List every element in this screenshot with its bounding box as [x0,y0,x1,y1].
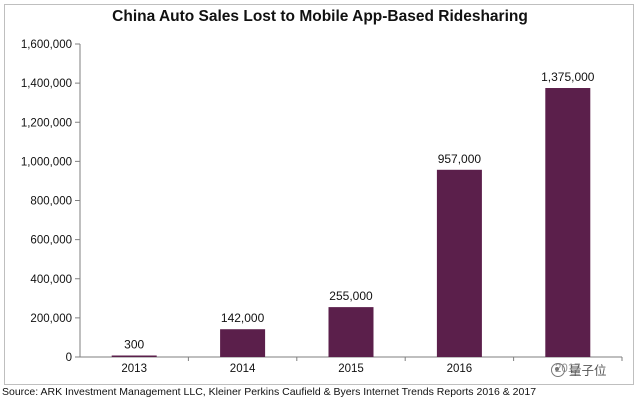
y-tick-label: 1,000,000 [21,156,72,168]
y-tick-label: 1,400,000 [21,78,72,90]
data-label: 142,000 [221,311,265,325]
data-label: 300 [124,338,144,352]
bar [328,307,374,357]
bar [545,88,591,357]
y-tick-label: 600,000 [30,235,72,247]
bar [220,329,266,357]
y-tick-label: 800,000 [30,196,72,208]
bar [111,355,157,357]
watermark-text: 量子位 [569,363,607,378]
data-label: 255,000 [329,289,373,303]
x-tick-label: 2015 [338,363,364,375]
bar [436,169,482,357]
y-tick-label: 1,600,000 [21,39,72,51]
x-tick-label: 2013 [121,363,147,375]
data-label: 1,375,000 [541,70,595,84]
y-tick-label: 1,200,000 [21,117,72,129]
y-tick-label: 0 [66,352,72,364]
x-tick-label: 2014 [230,363,256,375]
wechat-logo-icon [551,362,565,377]
chart-frame [4,4,634,385]
chart-title: China Auto Sales Lost to Mobile App-Base… [112,8,528,25]
data-label: 957,000 [438,152,482,166]
y-tick-label: 200,000 [30,313,72,325]
source-note: Source: ARK Investment Management LLC, K… [2,386,537,398]
y-tick-label: 400,000 [30,274,72,286]
watermark: 量子位 [548,359,610,380]
x-tick-label: 2016 [447,363,473,375]
